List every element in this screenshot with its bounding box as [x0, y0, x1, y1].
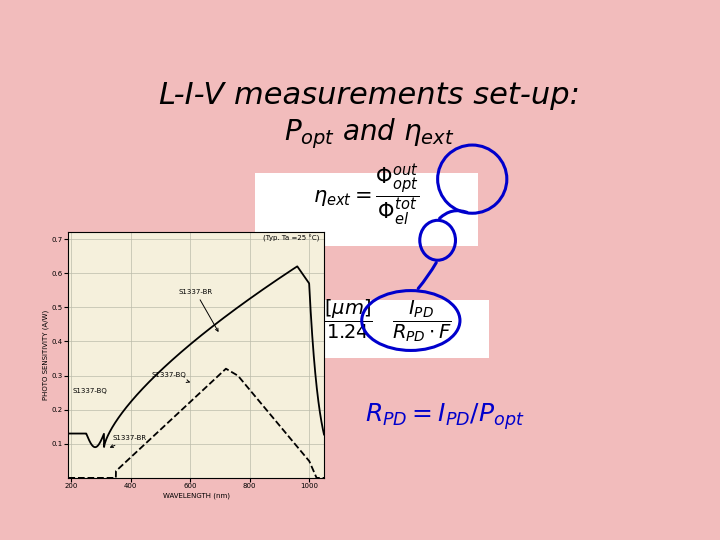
Y-axis label: PHOTO SENSITIVITY (A/W): PHOTO SENSITIVITY (A/W): [42, 310, 49, 400]
Text: $P_{opt}$ and $\eta_{ext}$: $P_{opt}$ and $\eta_{ext}$: [284, 116, 454, 151]
Bar: [255, 173, 478, 246]
Text: $\eta_{ext} = \dfrac{\Phi^{out}_{opt}}{\Phi^{tot}_{el}}$: $\eta_{ext} = \dfrac{\Phi^{out}_{opt}}{\…: [313, 163, 419, 228]
Text: $R_{PD} = I_{PD}/P_{opt}$: $R_{PD} = I_{PD}/P_{opt}$: [364, 401, 524, 431]
Bar: [255, 300, 489, 358]
Text: S1337-BR: S1337-BR: [111, 435, 147, 448]
Text: $\dfrac{[\mu m]}{1.24} \quad \dfrac{I_{PD}}{R_{PD} \cdot F}$: $\dfrac{[\mu m]}{1.24} \quad \dfrac{I_{P…: [325, 298, 453, 343]
Text: S1337-BQ: S1337-BQ: [152, 372, 189, 382]
X-axis label: WAVELENGTH (nm): WAVELENGTH (nm): [163, 492, 230, 499]
Text: S1337-BQ: S1337-BQ: [73, 388, 107, 394]
Text: S1337-BR: S1337-BR: [179, 288, 218, 331]
Text: L-I-V measurements set-up:: L-I-V measurements set-up:: [158, 82, 580, 111]
Text: (Typ. Ta =25 °C): (Typ. Ta =25 °C): [263, 235, 319, 242]
